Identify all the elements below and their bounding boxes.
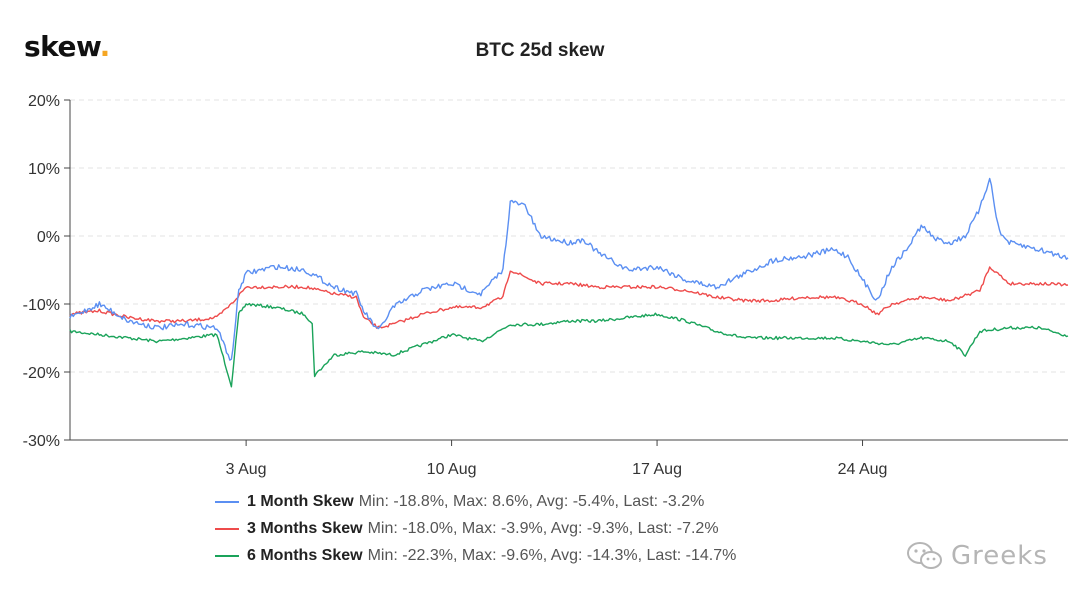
skew-logo: skew. [24,30,110,63]
y-tick-label: 0% [37,229,60,246]
series-line-6m [69,302,1069,388]
y-tick-label: 10% [28,161,60,178]
legend-stats-1m: Min: -18.8%, Max: 8.6%, Avg: -5.4%, Last… [358,492,705,510]
legend-label-1m: 1 Month Skew [247,492,354,510]
chart-title: BTC 25d skew [475,40,605,61]
x-tick-label: 3 Aug [226,461,267,478]
watermark: Greeks [905,540,1048,572]
legend-label-3m: 3 Months Skew [247,519,363,537]
x-tick-label: 17 Aug [632,461,682,478]
legend-item-6m[interactable]: 6 Months Skew Min: -22.3%, Max: -9.6%, A… [215,542,736,569]
legend-label-6m: 6 Months Skew [247,546,363,564]
legend-swatch-3m [215,527,239,530]
series-line-1m [69,177,1069,361]
series-line-3m [69,266,1069,329]
legend-item-1m[interactable]: 1 Month Skew Min: -18.8%, Max: 8.6%, Avg… [215,488,736,515]
y-tick-label: 20% [28,93,60,110]
y-tick-label: -10% [23,297,60,314]
legend-swatch-1m [215,500,239,503]
x-tick-label: 10 Aug [427,461,477,478]
legend-stats-3m: Min: -18.0%, Max: -3.9%, Avg: -9.3%, Las… [367,519,719,537]
y-tick-label: -20% [23,365,60,382]
x-tick-label: 24 Aug [838,461,888,478]
y-tick-label: -30% [23,433,60,450]
watermark-text: Greeks [951,541,1048,571]
legend: 1 Month Skew Min: -18.8%, Max: 8.6%, Avg… [215,488,736,569]
legend-item-3m[interactable]: 3 Months Skew Min: -18.0%, Max: -3.9%, A… [215,515,736,542]
wechat-icon [907,542,942,569]
legend-swatch-6m [215,554,239,557]
legend-stats-6m: Min: -22.3%, Max: -9.6%, Avg: -14.3%, La… [367,546,737,564]
